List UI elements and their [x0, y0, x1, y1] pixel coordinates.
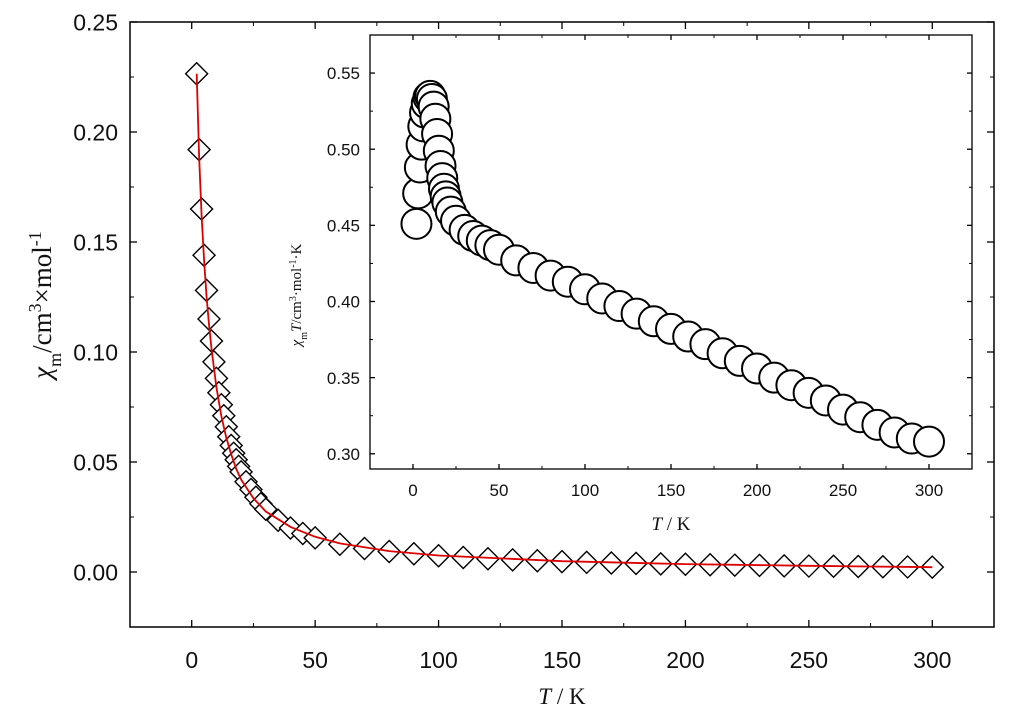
inset-plot-frame — [369, 34, 973, 470]
inset-y-tick-label: 0.35 — [327, 369, 360, 388]
inset-x-tick-label: 100 — [571, 481, 599, 500]
inset-data-markers — [400, 79, 945, 458]
inset-y-tick-label: 0.40 — [327, 293, 360, 312]
diamond-marker — [475, 546, 500, 571]
main-x-axis-label: T / K — [538, 684, 586, 709]
inset-x-axis-label: T / K — [651, 514, 690, 535]
inset-plot-panel: 0.30 0.35 0.40 0.45 0.50 0.55 0 50 100 150 200 250… — [288, 34, 973, 535]
inset-x-tick-label: 200 — [743, 481, 771, 500]
inset-y-tick-label: 0.55 — [327, 64, 360, 83]
main-x-tick-label: 0 — [185, 647, 198, 673]
diamond-marker — [352, 536, 377, 561]
main-y-axis-label: χm/cm3×mol-1 — [25, 231, 65, 382]
main-data-markers — [184, 61, 945, 580]
fit-curve — [195, 73, 933, 569]
main-y-tick-label: 0.25 — [73, 9, 118, 35]
main-y-tick-label: 0.15 — [73, 229, 118, 255]
main-y-tick-label: 0.20 — [73, 119, 118, 145]
inset-x-tick-label: 50 — [490, 481, 509, 500]
circle-marker — [913, 425, 945, 458]
main-x-tick-label: 50 — [302, 647, 328, 673]
inset-y-tick-labels: 0.30 0.35 0.40 0.45 0.50 0.55 — [327, 64, 360, 464]
inset-y-tick-label: 0.50 — [327, 140, 360, 159]
inset-x-tick-label: 300 — [915, 481, 943, 500]
diamond-marker — [500, 547, 525, 572]
inset-y-axis-label: χmT/cm3·mol-1·K — [288, 243, 310, 348]
main-x-tick-labels: 0 50 100 150 200 250 300 — [185, 647, 951, 673]
main-axis-ticks — [130, 21, 994, 627]
main-x-tick-label: 300 — [913, 647, 951, 673]
inset-y-tick-label: 0.45 — [327, 216, 360, 235]
inset-x-tick-label: 250 — [829, 481, 857, 500]
inset-x-tick-labels: 0 50 100 150 200 250 300 — [408, 481, 943, 500]
main-x-tick-label: 100 — [419, 647, 457, 673]
main-x-tick-label: 250 — [790, 647, 828, 673]
main-y-tick-label: 0.10 — [73, 339, 118, 365]
main-x-tick-label: 150 — [543, 647, 581, 673]
circle-marker — [400, 207, 433, 240]
inset-y-tick-label: 0.30 — [327, 445, 360, 464]
main-y-tick-labels: 0.00 0.05 0.10 0.15 0.20 0.25 — [73, 9, 118, 585]
main-plot-panel: 0.00 0.05 0.10 0.15 0.20 0.25 0 50 100 150 200 250… — [25, 9, 995, 709]
inset-x-tick-label: 150 — [657, 481, 685, 500]
inset-axis-ticks — [370, 35, 972, 469]
main-y-tick-label: 0.00 — [73, 559, 118, 585]
inset-x-tick-label: 0 — [408, 481, 417, 500]
main-x-tick-label: 200 — [666, 647, 704, 673]
main-y-tick-label: 0.05 — [73, 449, 118, 475]
